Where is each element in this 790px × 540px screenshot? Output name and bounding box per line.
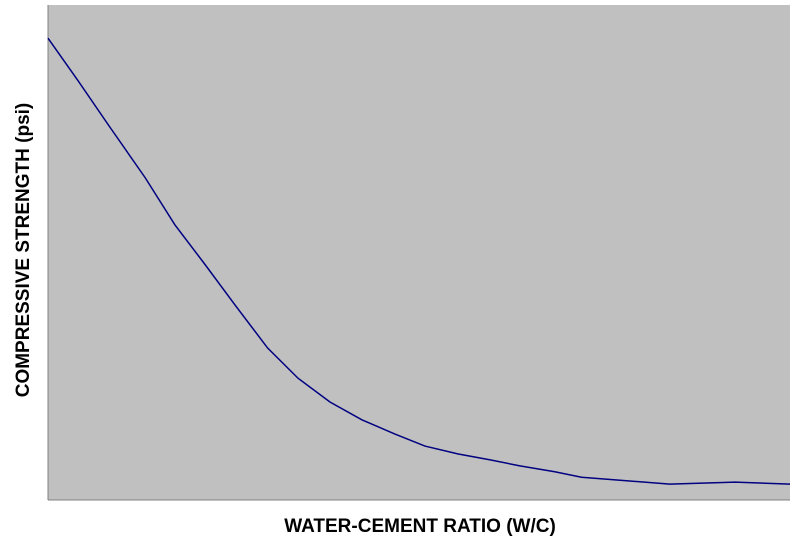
y-axis-title: COMPRESSIVE STRENGTH (psi)	[13, 103, 34, 398]
plot-area	[48, 5, 790, 500]
data-line	[47, 37, 790, 485]
x-axis-title: WATER-CEMENT RATIO (W/C)	[284, 516, 556, 537]
